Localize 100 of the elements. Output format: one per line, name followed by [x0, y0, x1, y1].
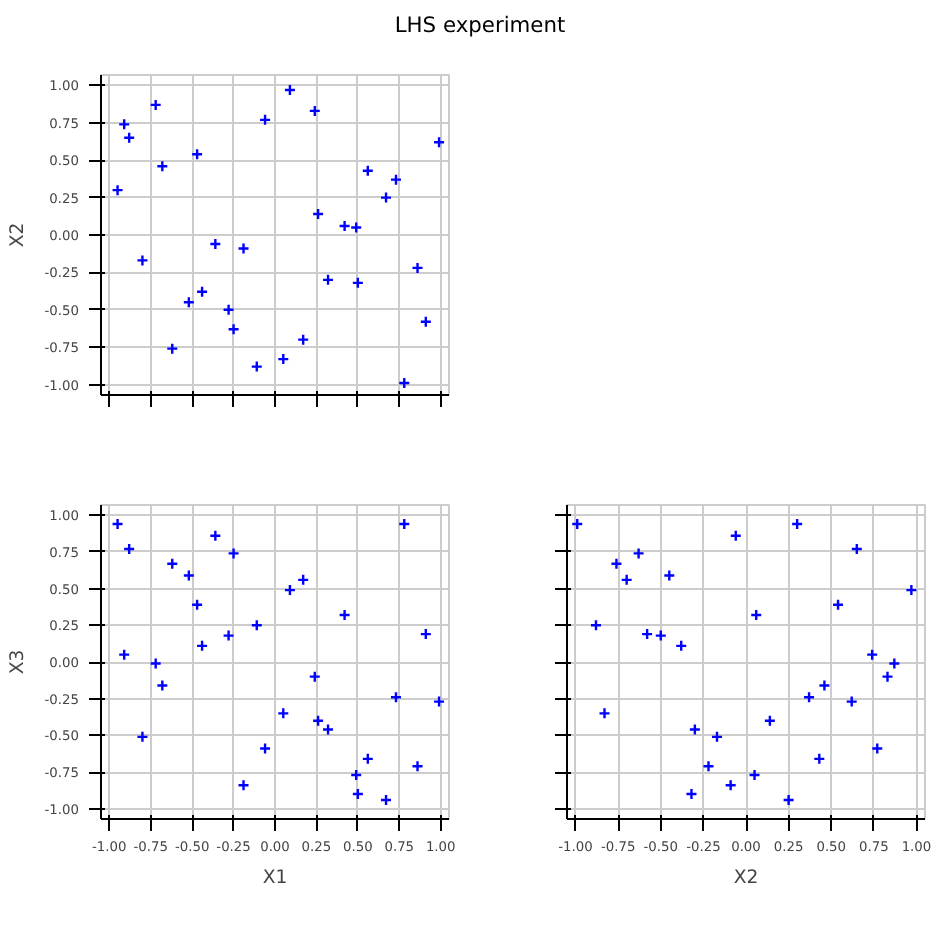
point [702, 759, 715, 773]
point [222, 303, 235, 316]
chart-title: LHS experiment [392, 10, 568, 41]
point [111, 517, 124, 531]
point [610, 557, 623, 570]
point [865, 648, 879, 661]
point [350, 221, 363, 234]
point [195, 285, 209, 299]
point [571, 517, 584, 531]
point [398, 376, 411, 390]
point [850, 542, 864, 556]
y-axis-title: X3 [6, 649, 29, 675]
point [748, 768, 761, 782]
point [277, 707, 290, 720]
point [432, 695, 446, 708]
point [209, 529, 222, 543]
point [149, 657, 162, 670]
point [182, 296, 196, 309]
point [620, 573, 633, 587]
point [675, 639, 688, 653]
point [379, 793, 393, 807]
point [685, 787, 698, 801]
point [338, 219, 351, 233]
point [227, 323, 240, 336]
point [818, 679, 831, 692]
point [190, 148, 204, 161]
point [122, 542, 136, 556]
point [166, 557, 179, 570]
point [598, 707, 611, 720]
point [338, 608, 351, 622]
point [258, 742, 272, 755]
point [311, 714, 325, 727]
point [227, 547, 240, 560]
point [149, 98, 162, 112]
x-axis-title: X1 [262, 867, 288, 889]
point [351, 276, 365, 290]
point [350, 768, 363, 782]
point [308, 104, 321, 118]
point [250, 360, 263, 373]
point [296, 333, 310, 346]
point [351, 787, 365, 801]
point [724, 779, 737, 792]
point [195, 639, 209, 653]
point [283, 583, 297, 597]
point [831, 598, 845, 611]
point [190, 598, 204, 611]
point [321, 273, 335, 287]
x-axis-title: X2 [733, 867, 759, 889]
point [888, 657, 901, 670]
point [209, 237, 222, 251]
point [296, 573, 310, 587]
point [729, 529, 742, 543]
point [166, 342, 179, 355]
point [321, 723, 335, 736]
point [632, 547, 645, 560]
point [398, 517, 411, 531]
point [361, 752, 374, 766]
point [432, 136, 446, 149]
point [389, 691, 403, 704]
point [237, 242, 250, 255]
point [871, 742, 884, 755]
point [118, 648, 131, 661]
point [663, 569, 676, 582]
point [881, 670, 894, 683]
point [311, 207, 325, 221]
point [688, 723, 702, 736]
point [283, 83, 297, 97]
y-axis-title: X2 [6, 222, 29, 248]
point [640, 627, 654, 641]
point [136, 730, 149, 744]
point [763, 714, 777, 727]
point [411, 261, 424, 275]
point [802, 691, 816, 704]
point [156, 160, 169, 173]
point [136, 254, 149, 267]
point [258, 113, 272, 127]
point [905, 583, 918, 597]
point [222, 629, 235, 642]
point [389, 173, 403, 186]
point [122, 131, 136, 144]
point [277, 352, 290, 366]
point [419, 627, 432, 641]
point [237, 779, 250, 792]
point [790, 517, 804, 531]
point [156, 679, 169, 692]
point [308, 670, 321, 683]
point [411, 759, 424, 773]
point [379, 191, 393, 204]
point [361, 164, 374, 177]
point [845, 695, 858, 708]
point [182, 569, 196, 582]
point [250, 619, 263, 632]
point [589, 619, 603, 632]
point [710, 730, 724, 744]
point [782, 793, 795, 807]
point [750, 608, 763, 622]
point [118, 118, 131, 131]
point [654, 629, 667, 642]
point [419, 315, 432, 328]
point [111, 183, 124, 197]
